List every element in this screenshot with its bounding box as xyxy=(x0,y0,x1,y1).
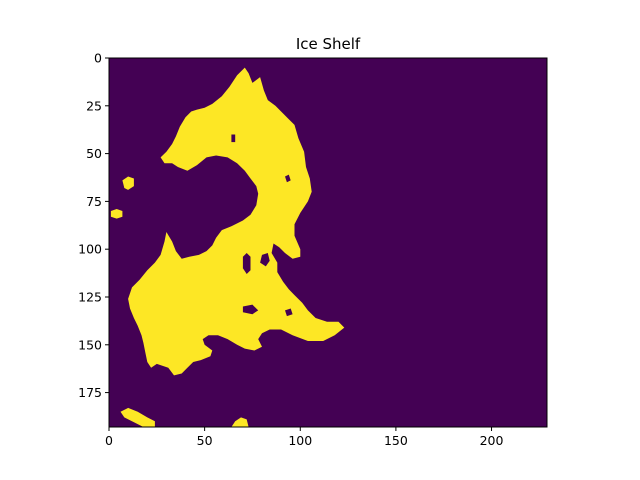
x-tick-label: 200 xyxy=(480,433,504,448)
ice-hole-lower-left xyxy=(242,304,259,315)
x-axis: 0 50 100 150 200 xyxy=(105,427,504,448)
ice-region-left-islet-middle xyxy=(110,209,123,219)
y-axis: 0 25 50 75 100 125 150 175 xyxy=(78,51,109,400)
ice-holes xyxy=(231,134,293,317)
y-tick-label: 0 xyxy=(94,51,102,66)
y-tick-label: 125 xyxy=(78,289,102,304)
y-tick-label: 150 xyxy=(78,337,102,352)
y-tick-label: 175 xyxy=(78,385,102,400)
ice-regions xyxy=(110,67,345,427)
y-tick-label: 75 xyxy=(86,194,102,209)
ice-hole-middle-left xyxy=(242,253,251,274)
x-tick-label: 100 xyxy=(288,433,312,448)
x-tick-label: 50 xyxy=(197,433,213,448)
y-tick-label: 50 xyxy=(86,146,102,161)
ice-region-main-shelf xyxy=(128,67,345,376)
plot-area xyxy=(108,57,548,428)
y-tick-label: 25 xyxy=(86,98,102,113)
ice-region-left-islet-upper xyxy=(122,176,134,190)
ice-hole-lower-right xyxy=(285,308,293,317)
x-tick-label: 0 xyxy=(105,433,113,448)
ice-region-bottom-center-islet xyxy=(231,417,249,427)
ice-hole-upper xyxy=(231,134,236,143)
y-tick-label: 100 xyxy=(78,242,102,257)
ice-hole-middle-right xyxy=(260,253,270,267)
ice-region-bottom-left-islet xyxy=(120,407,155,427)
ice-hole-right xyxy=(285,174,291,183)
plot-frame xyxy=(108,57,548,428)
x-tick-label: 150 xyxy=(384,433,408,448)
chart-title: Ice Shelf xyxy=(296,35,361,53)
